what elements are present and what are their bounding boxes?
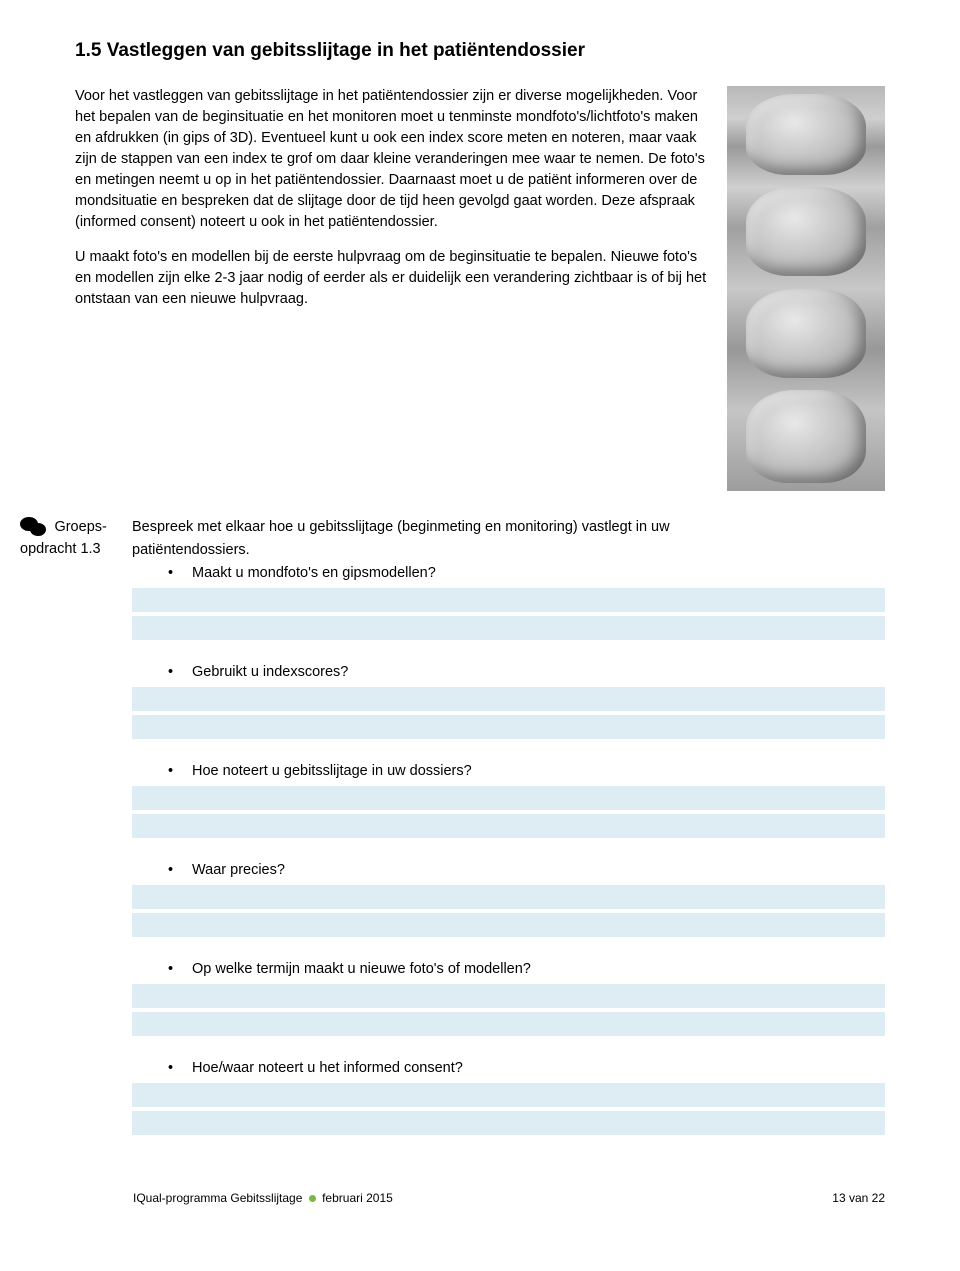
question-block: •Maakt u mondfoto's en gipsmodellen? <box>132 563 885 640</box>
footer-dot-icon <box>309 1195 316 1202</box>
assignment-label-line2: opdracht 1.3 <box>20 539 122 559</box>
bullet-mark-icon: • <box>168 860 192 881</box>
bullet-mark-icon: • <box>168 761 192 782</box>
bullet-mark-icon: • <box>168 662 192 683</box>
paragraph-1: Voor het vastleggen van gebitsslijtage i… <box>75 86 709 233</box>
bullet-row: •Maakt u mondfoto's en gipsmodellen? <box>132 563 885 584</box>
bullet-row: •Hoe/waar noteert u het informed consent… <box>132 1058 885 1079</box>
assignment-label: Groeps- opdracht 1.3 <box>20 517 122 559</box>
answer-input-line[interactable] <box>132 588 885 612</box>
answer-input-line[interactable] <box>132 885 885 909</box>
answer-input-line[interactable] <box>132 616 885 640</box>
assignment-intro-line2: patiëntendossiers. <box>132 540 885 561</box>
question-block: •Gebruikt u indexscores? <box>132 662 885 739</box>
answer-input-line[interactable] <box>132 715 885 739</box>
tooth-icon <box>746 187 866 276</box>
answer-input-line[interactable] <box>132 1111 885 1135</box>
body-text-column: Voor het vastleggen van gebitsslijtage i… <box>75 86 709 491</box>
question-text: Hoe noteert u gebitsslijtage in uw dossi… <box>192 761 885 782</box>
question-block: •Hoe/waar noteert u het informed consent… <box>132 1058 885 1135</box>
answer-input-line[interactable] <box>132 913 885 937</box>
question-block: •Op welke termijn maakt u nieuwe foto's … <box>132 959 885 1036</box>
image-column <box>727 86 885 491</box>
answer-input-line[interactable] <box>132 786 885 810</box>
assignment-row: Groeps- opdracht 1.3 Bespreek met elkaar… <box>75 517 885 1157</box>
answer-input-line[interactable] <box>132 984 885 1008</box>
footer-program: IQual-programma Gebitsslijtage <box>133 1191 302 1205</box>
assignment-body: Bespreek met elkaar hoe u gebitsslijtage… <box>132 517 885 1157</box>
content-row: Voor het vastleggen van gebitsslijtage i… <box>75 86 885 491</box>
bullet-row: •Hoe noteert u gebitsslijtage in uw doss… <box>132 761 885 782</box>
dental-cast-image <box>727 86 885 491</box>
page-footer: IQual-programma Gebitsslijtage februari … <box>75 1191 885 1205</box>
tooth-icon <box>746 390 866 483</box>
bullet-row: •Waar precies? <box>132 860 885 881</box>
assignment-intro-line1: Bespreek met elkaar hoe u gebitsslijtage… <box>132 517 885 538</box>
bullet-row: •Gebruikt u indexscores? <box>132 662 885 683</box>
question-text: Hoe/waar noteert u het informed consent? <box>192 1058 885 1079</box>
answer-input-line[interactable] <box>132 1012 885 1036</box>
question-text: Waar precies? <box>192 860 885 881</box>
answer-input-line[interactable] <box>132 687 885 711</box>
paragraph-2: U maakt foto's en modellen bij de eerste… <box>75 247 709 310</box>
speech-bubbles-icon <box>20 517 46 539</box>
bullet-mark-icon: • <box>168 959 192 980</box>
question-block: •Waar precies? <box>132 860 885 937</box>
question-text: Op welke termijn maakt u nieuwe foto's o… <box>192 959 885 980</box>
footer-date: februari 2015 <box>322 1191 393 1205</box>
bullet-mark-icon: • <box>168 563 192 584</box>
footer-left: IQual-programma Gebitsslijtage februari … <box>133 1191 393 1205</box>
question-text: Gebruikt u indexscores? <box>192 662 885 683</box>
tooth-icon <box>746 289 866 378</box>
assignment-label-line1: Groeps- <box>54 517 106 537</box>
question-text: Maakt u mondfoto's en gipsmodellen? <box>192 563 885 584</box>
answer-input-line[interactable] <box>132 1083 885 1107</box>
bullet-row: •Op welke termijn maakt u nieuwe foto's … <box>132 959 885 980</box>
section-heading: 1.5 Vastleggen van gebitsslijtage in het… <box>75 40 885 62</box>
footer-page-number: 13 van 22 <box>832 1191 885 1205</box>
tooth-icon <box>746 94 866 175</box>
answer-input-line[interactable] <box>132 814 885 838</box>
bullet-mark-icon: • <box>168 1058 192 1079</box>
question-block: •Hoe noteert u gebitsslijtage in uw doss… <box>132 761 885 838</box>
